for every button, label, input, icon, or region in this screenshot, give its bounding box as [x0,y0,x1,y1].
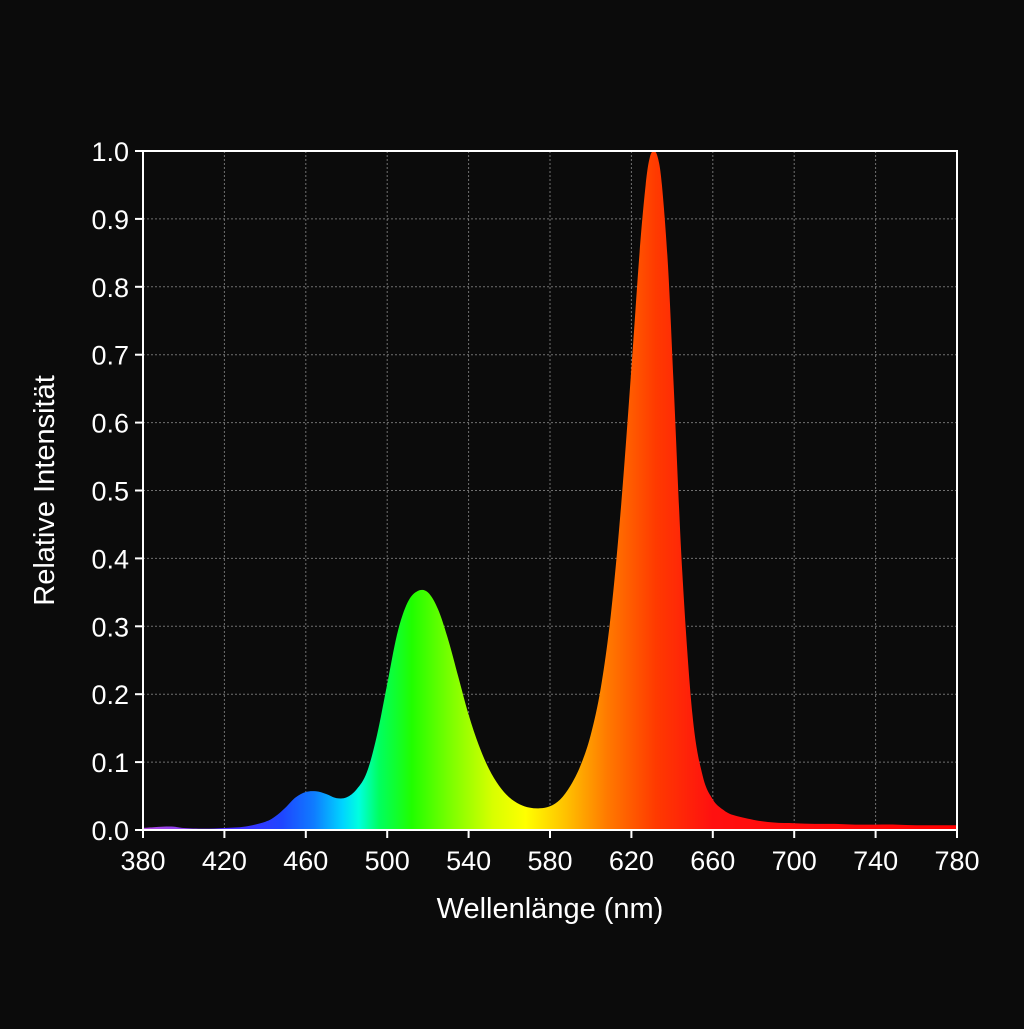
x-tick-label: 700 [772,846,817,876]
x-tick-label: 620 [609,846,654,876]
grid [143,151,957,830]
x-axis-title: Wellenlänge (nm) [437,893,664,925]
y-axis-title: Relative Intensität [29,375,61,606]
x-tick-label: 580 [527,846,572,876]
x-tick-label: 540 [446,846,491,876]
x-tick-label: 420 [202,846,247,876]
x-tick-label: 460 [283,846,328,876]
y-tick-label: 0.8 [91,273,129,303]
y-tick-label: 0.7 [91,341,129,371]
y-tick-label: 0.9 [91,205,129,235]
x-tick-label: 500 [365,846,410,876]
y-tick-label: 0.6 [91,409,129,439]
y-tick-label: 0.0 [91,816,129,846]
x-axis-ticks: 380 420 460 500 540 580 620 660 700 740 780 [120,830,980,876]
x-tick-label: 780 [934,846,979,876]
x-tick-label: 380 [120,846,165,876]
y-axis-ticks: 0.0 0.1 0.2 0.3 0.4 0.5 0.6 0.7 0.8 0.9 1.0 [91,137,143,846]
x-tick-label: 660 [690,846,735,876]
y-tick-label: 1.0 [91,137,129,167]
y-tick-label: 0.5 [91,477,129,507]
y-tick-label: 0.4 [91,544,129,574]
y-tick-label: 0.3 [91,612,129,642]
x-tick-label: 740 [853,846,898,876]
y-tick-label: 0.2 [91,680,129,710]
y-tick-label: 0.1 [91,748,129,778]
